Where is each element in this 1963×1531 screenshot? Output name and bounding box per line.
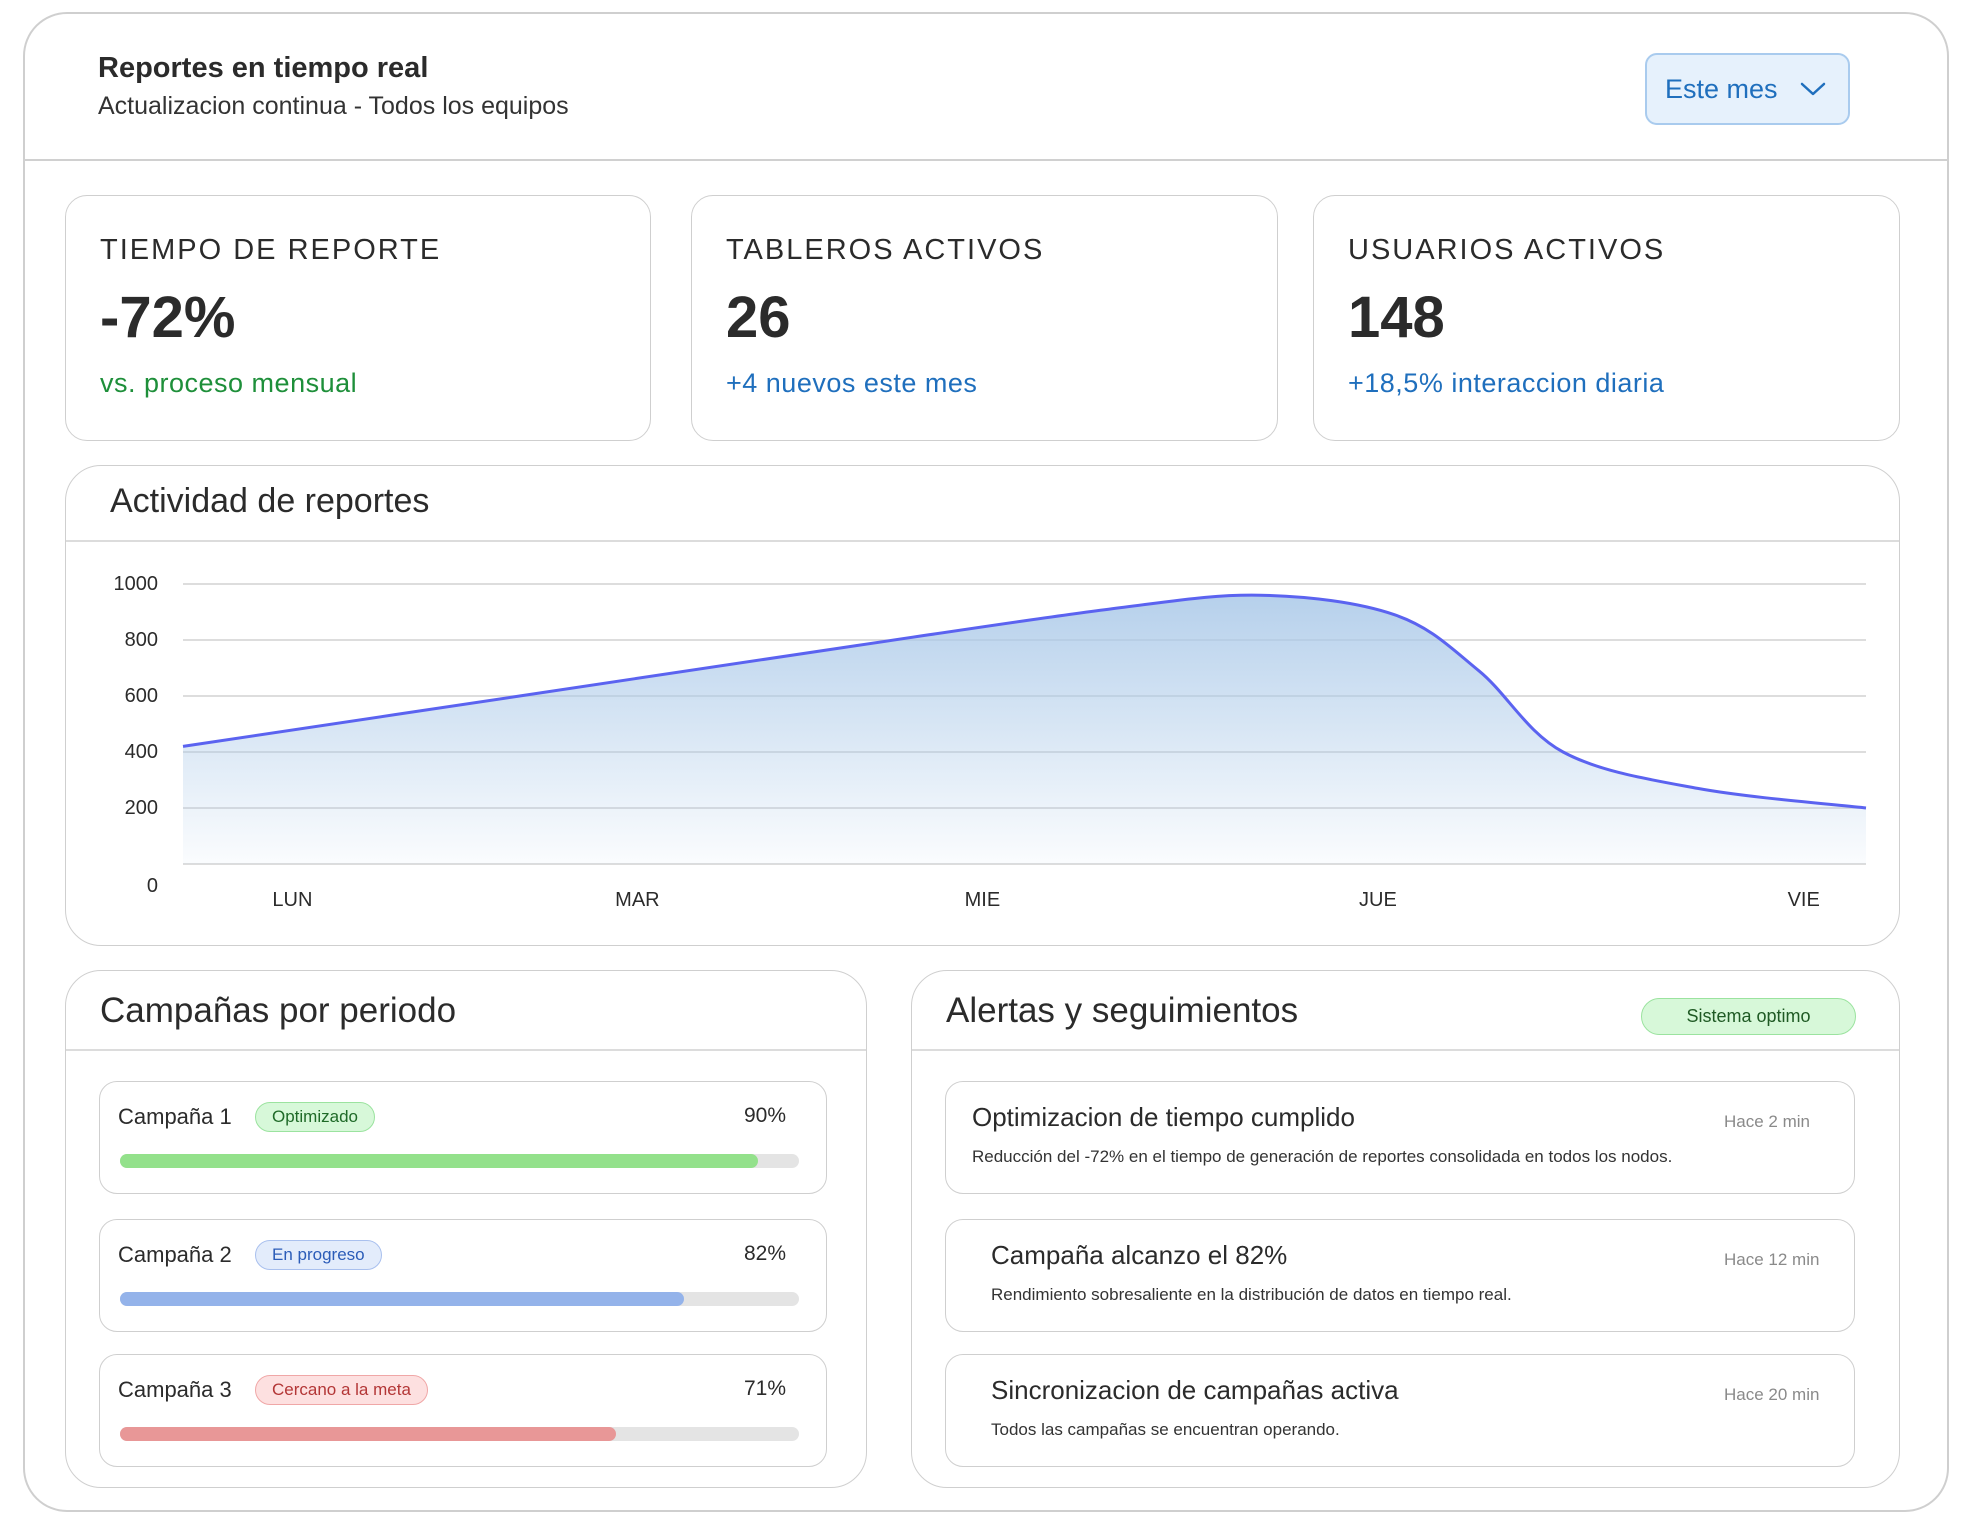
kpi-subtext: +18,5% interaccion diaria <box>1348 368 1665 398</box>
campaign-row[interactable]: Campaña 2 En progreso 82% <box>99 1219 827 1332</box>
kpi-value: -72% <box>100 285 236 350</box>
chevron-down-icon <box>1800 82 1826 96</box>
status-badge: Optimizado <box>255 1102 375 1132</box>
campaigns-panel: Campañas por periodo Campaña 1 Optimizad… <box>65 970 867 1488</box>
series-line <box>182 593 1867 810</box>
alert-title: Sincronizacion de campañas activa <box>991 1375 1399 1405</box>
status-badge: Cercano a la meta <box>255 1375 428 1405</box>
progress-track <box>120 1154 799 1168</box>
kpi-label: TIEMPO DE REPORTE <box>100 234 442 266</box>
alert-description: Rendimiento sobresaliente en la distribu… <box>991 1285 1512 1304</box>
x-tick-label: VIE <box>1788 889 1820 911</box>
y-tick-label: 600 <box>125 685 158 707</box>
kpi-label: USUARIOS ACTIVOS <box>1348 234 1666 266</box>
campaign-row[interactable]: Campaña 1 Optimizado 90% <box>99 1081 827 1194</box>
alert-title: Campaña alcanzo el 82% <box>991 1240 1288 1270</box>
activity-chart-card: Actividad de reportes 0 200 400 600 800 1000 L… <box>65 465 1900 946</box>
alerts-panel: Alertas y seguimientos Sistema optimo Op… <box>911 970 1900 1488</box>
area-fill <box>183 595 1866 864</box>
alert-item[interactable]: Campaña alcanzo el 82% Hace 12 min Rendi… <box>945 1219 1855 1332</box>
campaign-percent: 71% <box>743 1377 786 1400</box>
campaign-name: Campaña 1 <box>118 1104 232 1129</box>
panel-divider <box>66 1049 866 1051</box>
kpi-value: 148 <box>1348 285 1445 350</box>
x-tick-label: MIE <box>965 889 1001 911</box>
alert-item[interactable]: Optimizacion de tiempo cumplido Hace 2 m… <box>945 1081 1855 1194</box>
x-tick-label: JUE <box>1359 889 1397 911</box>
kpi-value: 26 <box>726 285 791 350</box>
progress-track <box>120 1292 799 1306</box>
panel-divider <box>912 1049 1899 1051</box>
y-tick-label: 400 <box>125 741 158 763</box>
alert-time: Hace 20 min <box>1724 1385 1820 1404</box>
y-tick-label: 200 <box>125 797 158 819</box>
progress-fill <box>120 1154 759 1168</box>
x-tick-label: LUN <box>272 889 312 911</box>
progress-fill <box>120 1292 684 1306</box>
period-select[interactable]: Este mes <box>1645 53 1850 125</box>
header-divider <box>23 159 1949 161</box>
alert-description: Todos las campañas se encuentran operand… <box>991 1420 1340 1439</box>
alert-title: Optimizacion de tiempo cumplido <box>972 1102 1355 1132</box>
chart-divider <box>66 540 1899 542</box>
period-select-value: Este mes <box>1665 73 1778 104</box>
kpi-subtext: vs. proceso mensual <box>100 368 358 398</box>
campaign-row[interactable]: Campaña 3 Cercano a la meta 71% <box>99 1354 827 1467</box>
page-subtitle: Actualizacion continua - Todos los equip… <box>98 92 569 120</box>
alert-item[interactable]: Sincronizacion de campañas activa Hace 2… <box>945 1354 1855 1467</box>
alert-time: Hace 2 min <box>1724 1112 1810 1131</box>
progress-fill <box>120 1427 616 1441</box>
alert-description: Reducción del -72% en el tiempo de gener… <box>972 1147 1673 1166</box>
activity-chart: 0 200 400 600 800 1000 LUN MAR MIE JUE VIE <box>114 573 1867 911</box>
campaign-name: Campaña 3 <box>118 1377 232 1402</box>
campaign-name: Campaña 2 <box>118 1242 232 1267</box>
alert-time: Hace 12 min <box>1724 1250 1820 1269</box>
alerts-title: Alertas y seguimientos <box>946 991 1299 1030</box>
x-tick-label: MAR <box>615 889 659 911</box>
kpi-card-active-users: USUARIOS ACTIVOS 148 +18,5% interaccion … <box>1313 195 1900 441</box>
kpi-card-report-time: TIEMPO DE REPORTE -72% vs. proceso mensu… <box>65 195 651 441</box>
campaign-percent: 82% <box>743 1242 786 1265</box>
progress-track <box>120 1427 799 1441</box>
status-badge: En progreso <box>255 1240 382 1270</box>
y-tick-label: 800 <box>125 629 158 651</box>
kpi-label: TABLEROS ACTIVOS <box>726 234 1045 266</box>
chart-title: Actividad de reportes <box>110 482 430 520</box>
y-tick-label: 1000 <box>114 573 159 595</box>
kpi-card-active-boards: TABLEROS ACTIVOS 26 +4 nuevos este mes <box>691 195 1278 441</box>
kpi-subtext: +4 nuevos este mes <box>726 368 978 398</box>
y-tick-label: 0 <box>147 875 158 897</box>
page-title: Reportes en tiempo real <box>98 52 429 84</box>
system-status-badge: Sistema optimo <box>1641 998 1856 1035</box>
campaign-percent: 90% <box>743 1104 786 1127</box>
campaigns-title: Campañas por periodo <box>100 991 457 1030</box>
